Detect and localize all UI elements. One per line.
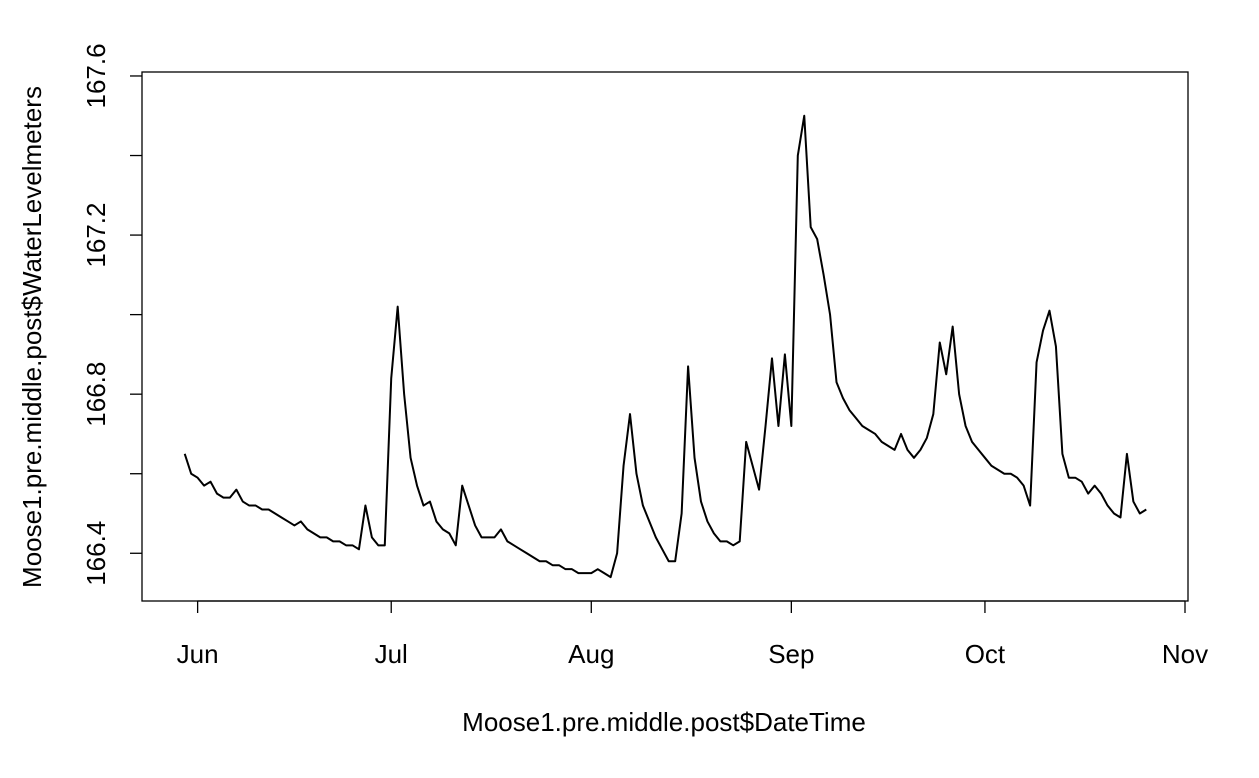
x-tick-label: Nov bbox=[1162, 639, 1208, 669]
y-tick-label: 167.6 bbox=[81, 43, 111, 108]
x-tick-label: Sep bbox=[768, 639, 814, 669]
y-tick-label: 167.2 bbox=[81, 203, 111, 268]
y-axis-label: Moose1.pre.middle.post$WaterLevelmeters bbox=[17, 86, 47, 588]
x-tick-label: Oct bbox=[965, 639, 1006, 669]
x-tick-label: Jul bbox=[375, 639, 408, 669]
y-tick-label: 166.8 bbox=[81, 362, 111, 427]
x-tick-label: Aug bbox=[568, 639, 614, 669]
x-axis-label: Moose1.pre.middle.post$DateTime bbox=[462, 707, 866, 737]
x-tick-label: Jun bbox=[177, 639, 219, 669]
data-line bbox=[183, 114, 1147, 579]
y-tick-label: 166.4 bbox=[81, 521, 111, 586]
